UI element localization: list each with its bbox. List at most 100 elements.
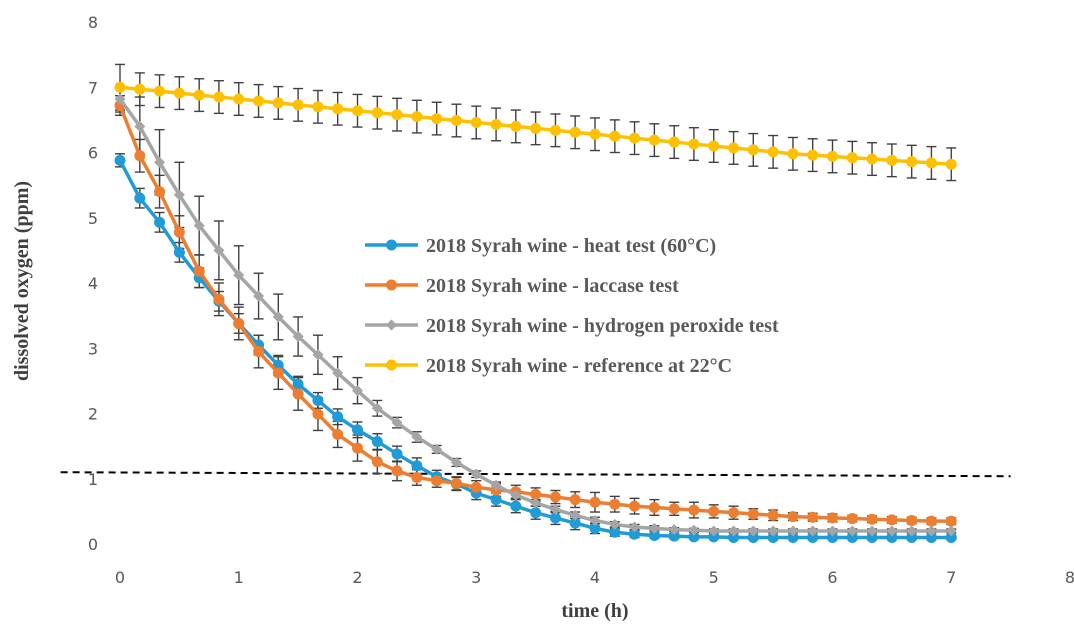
data-point: [787, 525, 799, 537]
data-point: [352, 105, 363, 117]
x-tick-label: 6: [827, 568, 837, 587]
data-point: [332, 411, 344, 423]
data-point: [292, 331, 304, 343]
data-point: [530, 122, 542, 134]
series-2: [114, 100, 957, 527]
data-point: [450, 477, 462, 489]
data-point: [807, 511, 819, 523]
x-tick-label: 4: [590, 568, 600, 587]
data-point: [906, 531, 918, 543]
data-point: [450, 456, 462, 468]
legend-entry: 2018 Syrah wine - hydrogen peroxide test: [365, 315, 779, 337]
data-point: [708, 505, 720, 517]
x-tick-label: 8: [1065, 568, 1074, 587]
data-point: [846, 513, 858, 525]
data-point: [569, 126, 581, 138]
data-point: [589, 522, 601, 534]
data-point: [589, 128, 601, 140]
data-point: [747, 531, 759, 543]
data-point: [767, 146, 779, 158]
legend-entry: 2018 Syrah wine - laccase test: [365, 275, 679, 297]
data-point: [846, 531, 858, 543]
y-tick-label: 2: [88, 405, 98, 424]
data-point: [589, 515, 601, 527]
data-point: [866, 153, 878, 165]
data-point: [609, 498, 621, 510]
legend-label: 2018 Syrah wine - hydrogen peroxide test: [426, 315, 779, 337]
data-point: [173, 226, 185, 238]
series-layer: [114, 81, 957, 543]
data-point: [233, 269, 245, 281]
data-point: [292, 99, 304, 111]
data-point: [411, 431, 423, 443]
y-tick-label: 7: [88, 78, 98, 97]
data-point: [807, 525, 819, 537]
y-axis-title: dissolved oxygen (ppm): [11, 181, 33, 381]
data-point: [114, 81, 126, 93]
data-point: [253, 290, 265, 302]
data-point: [312, 408, 324, 420]
data-point: [866, 513, 878, 525]
x-tick-label: 5: [709, 568, 719, 587]
data-point: [886, 531, 898, 543]
data-point: [272, 367, 284, 379]
data-point: [569, 509, 581, 521]
data-point: [906, 156, 918, 168]
data-point: [431, 475, 443, 487]
data-point: [629, 132, 641, 144]
data-point: [352, 424, 363, 436]
data-point: [648, 530, 660, 542]
data-point: [925, 515, 937, 527]
data-point: [114, 154, 126, 166]
data-point: [253, 346, 265, 358]
y-tick-label: 8: [88, 13, 98, 32]
data-point: [668, 530, 680, 542]
legend-marker: [386, 319, 397, 331]
data-point: [886, 514, 898, 526]
data-point: [728, 507, 740, 519]
data-point: [450, 115, 462, 127]
data-point: [391, 417, 403, 429]
data-point: [549, 512, 561, 524]
series-4: [114, 81, 957, 170]
data-point: [648, 134, 660, 146]
data-point: [688, 531, 700, 543]
data-point: [945, 531, 957, 543]
data-point: [253, 95, 265, 107]
data-point: [787, 511, 799, 523]
data-point: [668, 524, 680, 536]
y-tick-label: 3: [88, 339, 98, 358]
data-point: [213, 91, 225, 103]
data-point: [292, 378, 304, 390]
data-point: [629, 500, 641, 512]
data-point: [827, 512, 838, 524]
data-point: [173, 246, 185, 258]
data-point: [154, 186, 166, 198]
data-point: [787, 531, 799, 543]
data-point: [906, 515, 918, 527]
data-point: [787, 148, 799, 160]
legend-entry: 2018 Syrah wine - heat test (60°C): [365, 235, 716, 257]
data-point: [866, 525, 878, 537]
x-axis-title: time (h): [561, 600, 628, 622]
data-point: [747, 144, 759, 156]
legend-label: 2018 Syrah wine - reference at 22°C: [426, 355, 732, 377]
data-point: [708, 531, 720, 543]
data-point: [154, 85, 166, 97]
data-point: [648, 501, 660, 513]
data-point: [134, 192, 146, 204]
data-point: [827, 525, 838, 537]
data-point: [807, 149, 819, 161]
data-point: [312, 394, 324, 406]
data-point: [688, 524, 700, 536]
data-point: [371, 107, 383, 119]
axis-layer: 0 1 2 3 4 5 6 7 8 0 1 2 3 4 5 6 7 8: [88, 13, 1074, 587]
data-point: [490, 118, 502, 130]
series-3: [114, 93, 957, 537]
data-point: [134, 150, 146, 162]
threshold-line-layer: [60, 471, 1011, 478]
data-point: [470, 481, 482, 493]
data-point: [609, 130, 621, 142]
data-point: [688, 504, 700, 516]
data-point: [193, 220, 205, 232]
